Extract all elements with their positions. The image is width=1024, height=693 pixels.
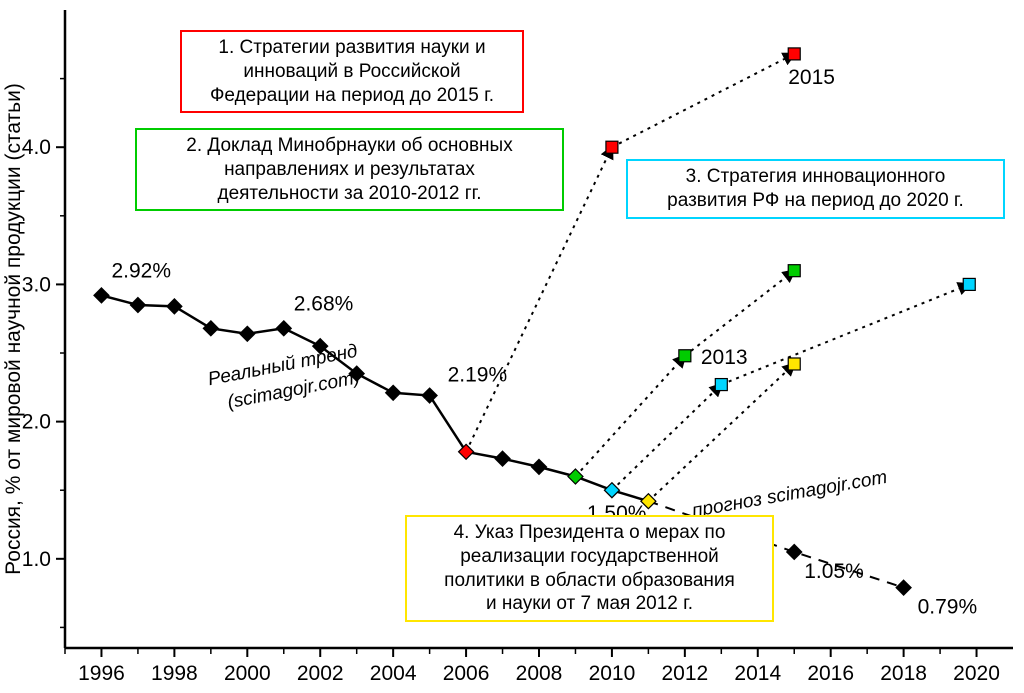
svg-text:2015: 2015 bbox=[788, 66, 835, 89]
legend-line: политики в области образования bbox=[417, 569, 762, 593]
legend-line: Федерации на период до 2015 г. bbox=[192, 84, 512, 108]
legend-line: и науки от 7 мая 2012 г. bbox=[417, 592, 762, 616]
svg-text:1998: 1998 bbox=[151, 662, 198, 685]
legend-line: 3. Стратегия инновационного bbox=[638, 165, 993, 189]
legend-line: развития РФ на период до 2020 г. bbox=[638, 189, 993, 213]
legend-line: реализации государственной bbox=[417, 545, 762, 569]
svg-text:2004: 2004 bbox=[370, 662, 417, 685]
svg-text:2.92%: 2.92% bbox=[111, 259, 171, 282]
svg-text:4.0: 4.0 bbox=[22, 136, 51, 159]
svg-text:1.0: 1.0 bbox=[22, 548, 51, 571]
svg-text:2018: 2018 bbox=[880, 662, 927, 685]
svg-text:2008: 2008 bbox=[516, 662, 563, 685]
legend-line: инноваций в Российской bbox=[192, 60, 512, 84]
svg-text:3.0: 3.0 bbox=[22, 273, 51, 296]
legend-line: 1. Стратегии развития науки и bbox=[192, 36, 512, 60]
legend-line: 2. Доклад Минобрнауки об основных bbox=[147, 134, 552, 158]
legend-line: направлениях и результатах bbox=[147, 158, 552, 182]
svg-text:2012: 2012 bbox=[661, 662, 708, 685]
svg-text:2014: 2014 bbox=[734, 662, 781, 685]
svg-text:2.0: 2.0 bbox=[22, 411, 51, 434]
legend-box: 2. Доклад Минобрнауки об основныхнаправл… bbox=[135, 128, 564, 211]
svg-text:прогноз scimagojr.com: прогноз scimagojr.com bbox=[690, 467, 888, 522]
svg-text:1996: 1996 bbox=[78, 662, 125, 685]
legend-box: 1. Стратегии развития науки иинноваций в… bbox=[180, 30, 524, 113]
svg-text:Россия, % от мировой научной п: Россия, % от мировой научной продукции (… bbox=[2, 83, 25, 575]
legend-line: деятельности за 2010-2012 гг. bbox=[147, 182, 552, 206]
svg-text:2.68%: 2.68% bbox=[294, 292, 354, 315]
legend-box: 4. Указ Президента о мерах пореализации … bbox=[405, 515, 774, 622]
svg-text:0.79%: 0.79% bbox=[918, 596, 978, 619]
svg-text:1.05%: 1.05% bbox=[804, 560, 864, 583]
svg-text:2020: 2020 bbox=[953, 662, 1000, 685]
svg-text:2010: 2010 bbox=[589, 662, 636, 685]
chart-container: 1996 1998 2000 2002 2004 2006 2008 2010 2012 2014… bbox=[0, 0, 1024, 693]
svg-text:2016: 2016 bbox=[807, 662, 854, 685]
svg-text:2002: 2002 bbox=[297, 662, 344, 685]
svg-text:2.19%: 2.19% bbox=[448, 364, 508, 387]
svg-text:2000: 2000 bbox=[224, 662, 271, 685]
svg-text:2006: 2006 bbox=[443, 662, 490, 685]
legend-line: 4. Указ Президента о мерах по bbox=[417, 521, 762, 545]
svg-text:2013: 2013 bbox=[701, 346, 748, 369]
legend-box: 3. Стратегия инновационногоразвития РФ н… bbox=[626, 159, 1005, 219]
